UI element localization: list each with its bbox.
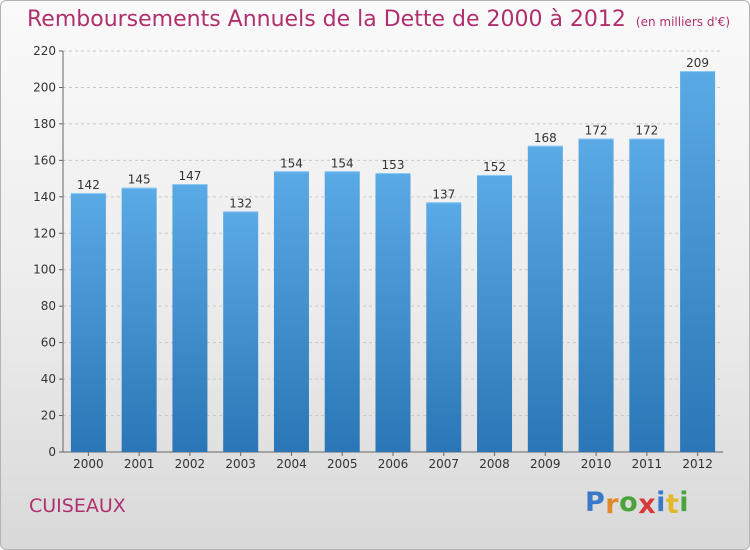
bar-2008: [477, 174, 513, 453]
y-tick-label: 200: [33, 80, 56, 94]
bar-2001: [121, 187, 157, 453]
x-tick-label-2010: 2010: [581, 457, 612, 471]
logo-letter: P: [585, 487, 606, 518]
bar-2004: [273, 171, 309, 453]
x-tick-label-2006: 2006: [378, 457, 409, 471]
value-label-2001: 145: [128, 173, 151, 187]
proxiti-logo[interactable]: Proxiti: [585, 487, 690, 520]
x-tick-label-2000: 2000: [73, 457, 104, 471]
value-label-2000: 142: [77, 178, 100, 192]
axes: 0 20 40 60 80 100 120 140 160 180 200 220 2000 2001 20…: [33, 44, 723, 471]
x-tick-label-2004: 2004: [276, 457, 307, 471]
value-label-2008: 152: [483, 160, 506, 174]
value-label-2007: 137: [432, 187, 455, 201]
chart-subtitle: (en milliers d'€): [635, 15, 731, 29]
logo-letter: o: [619, 487, 639, 518]
x-tick-label-2003: 2003: [225, 457, 256, 471]
bar-2007: [426, 202, 462, 452]
chart-title: Remboursements Annuels de la Dette de 20…: [27, 7, 626, 32]
y-tick-label: 0: [48, 445, 56, 459]
bar-2000: [70, 193, 106, 452]
x-tick-label-2001: 2001: [124, 457, 155, 471]
bar-2003: [223, 211, 259, 452]
y-tick-label: 100: [33, 263, 56, 277]
logo-letter: r: [605, 489, 620, 520]
y-tick-label: 20: [41, 409, 56, 423]
value-label-2003: 132: [229, 196, 252, 210]
bar-2009: [527, 145, 563, 453]
logo-letter: t: [665, 489, 680, 520]
bar-2002: [172, 184, 208, 453]
value-label-2004: 154: [280, 156, 303, 170]
y-tick-label: 40: [41, 372, 56, 386]
value-label-2005: 154: [331, 156, 354, 170]
y-tick-label: 140: [33, 190, 56, 204]
bar-2010: [578, 138, 614, 452]
x-tick-label-2008: 2008: [479, 457, 510, 471]
value-label-2006: 153: [382, 158, 405, 172]
bar-2012: [680, 71, 716, 453]
value-label-2012: 209: [686, 56, 709, 70]
value-label-2002: 147: [178, 169, 201, 183]
y-tick-label: 60: [41, 336, 56, 350]
logo-letter: x: [638, 489, 657, 520]
y-tick-label: 220: [33, 44, 56, 58]
x-tick-label-2007: 2007: [428, 457, 459, 471]
logo-letter: i: [679, 487, 690, 518]
bar-2005: [324, 171, 360, 453]
x-tick-label-2009: 2009: [530, 457, 561, 471]
logo-letter: i: [656, 487, 666, 518]
bar-2011: [629, 138, 665, 452]
x-tick-label-2005: 2005: [327, 457, 358, 471]
value-label-2009: 168: [534, 131, 557, 145]
value-label-2011: 172: [635, 123, 658, 137]
y-tick-label: 180: [33, 117, 56, 131]
x-tick-label-2011: 2011: [632, 457, 663, 471]
x-tick-label-2012: 2012: [682, 457, 713, 471]
bars: [70, 71, 716, 453]
value-label-2010: 172: [585, 123, 608, 137]
x-tick-label-2002: 2002: [175, 457, 206, 471]
commune-name: CUISEAUX: [29, 495, 126, 517]
value-labels: 142 145 147 132 154 154 153 137 152 168 172 172 209: [77, 56, 709, 210]
chart-title-block: Remboursements Annuels de la Dette de 20…: [27, 7, 730, 32]
y-tick-label: 120: [33, 226, 56, 240]
bar-2006: [375, 173, 411, 452]
y-tick-label: 80: [41, 299, 56, 313]
y-tick-label: 160: [33, 153, 56, 167]
